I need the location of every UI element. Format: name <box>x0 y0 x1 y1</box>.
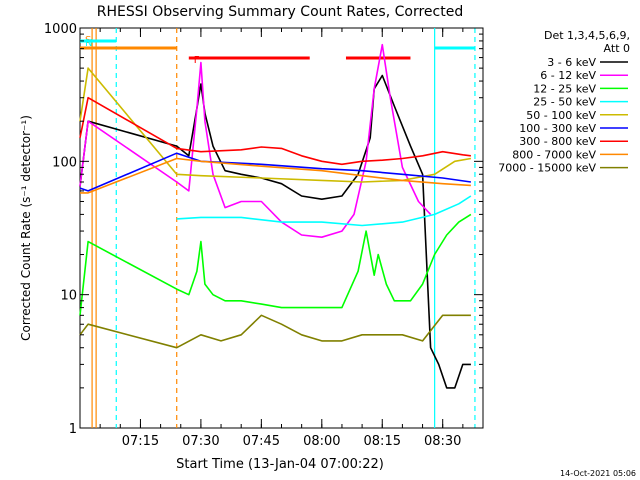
timestamp: 14-Oct-2021 05:06 <box>560 469 636 478</box>
legend-label: 3 - 6 keV <box>547 56 596 69</box>
series-line <box>79 96 471 166</box>
legend-label: 50 - 100 keV <box>526 109 596 122</box>
series-layer <box>79 43 472 389</box>
legend-label: 300 - 800 keV <box>519 135 596 148</box>
x-tick-label: 07:45 <box>243 434 280 449</box>
y-tick-label: 100 <box>52 155 77 170</box>
x-axis: 07:15 07:30 07:45 08:00 08:15 08:30 <box>79 28 484 449</box>
legend-label: 25 - 50 keV <box>533 96 596 109</box>
series-line <box>176 195 472 227</box>
series-line <box>79 152 472 192</box>
y-axis: 1 10 100 1000 <box>44 22 483 437</box>
series-line <box>79 43 432 238</box>
y-tick-label: 1000 <box>44 22 77 37</box>
legend-header-2: Att 0 <box>604 42 630 55</box>
legend-label: 800 - 7000 keV <box>512 148 596 161</box>
flag-label: F <box>194 55 200 66</box>
x-tick-label: 07:15 <box>122 434 159 449</box>
flag-label: N <box>85 38 92 49</box>
legend-label: 12 - 25 keV <box>533 82 596 95</box>
x-axis-label: Start Time (13-Jan-04 07:00:22) <box>176 457 384 472</box>
plot-frame <box>79 27 484 429</box>
chart-title: RHESSI Observing Summary Count Rates, Co… <box>97 4 463 20</box>
y-tick-label: 1 <box>69 422 77 437</box>
legend-label: 6 - 12 keV <box>540 69 596 82</box>
legend-label: 7000 - 15000 keV <box>498 162 596 175</box>
x-tick-label: 07:30 <box>182 434 219 449</box>
series-line <box>79 314 471 349</box>
series-line <box>79 213 472 316</box>
legend-label: 100 - 300 keV <box>519 122 596 135</box>
x-tick-label: 08:30 <box>424 434 461 449</box>
annotation-layer: SNF <box>80 28 476 428</box>
series-line <box>80 157 471 194</box>
x-tick-label: 08:15 <box>364 434 401 449</box>
series-line <box>79 74 471 389</box>
series-line <box>79 67 472 183</box>
legend-header-1: Det 1,3,4,5,6,9, <box>544 29 630 42</box>
y-axis-label: Corrected Count Rate (s⁻¹ detector⁻¹) <box>19 115 33 341</box>
y-tick-label: 10 <box>60 289 77 304</box>
plot-area: SNF <box>79 27 484 429</box>
x-tick-label: 08:00 <box>303 434 340 449</box>
